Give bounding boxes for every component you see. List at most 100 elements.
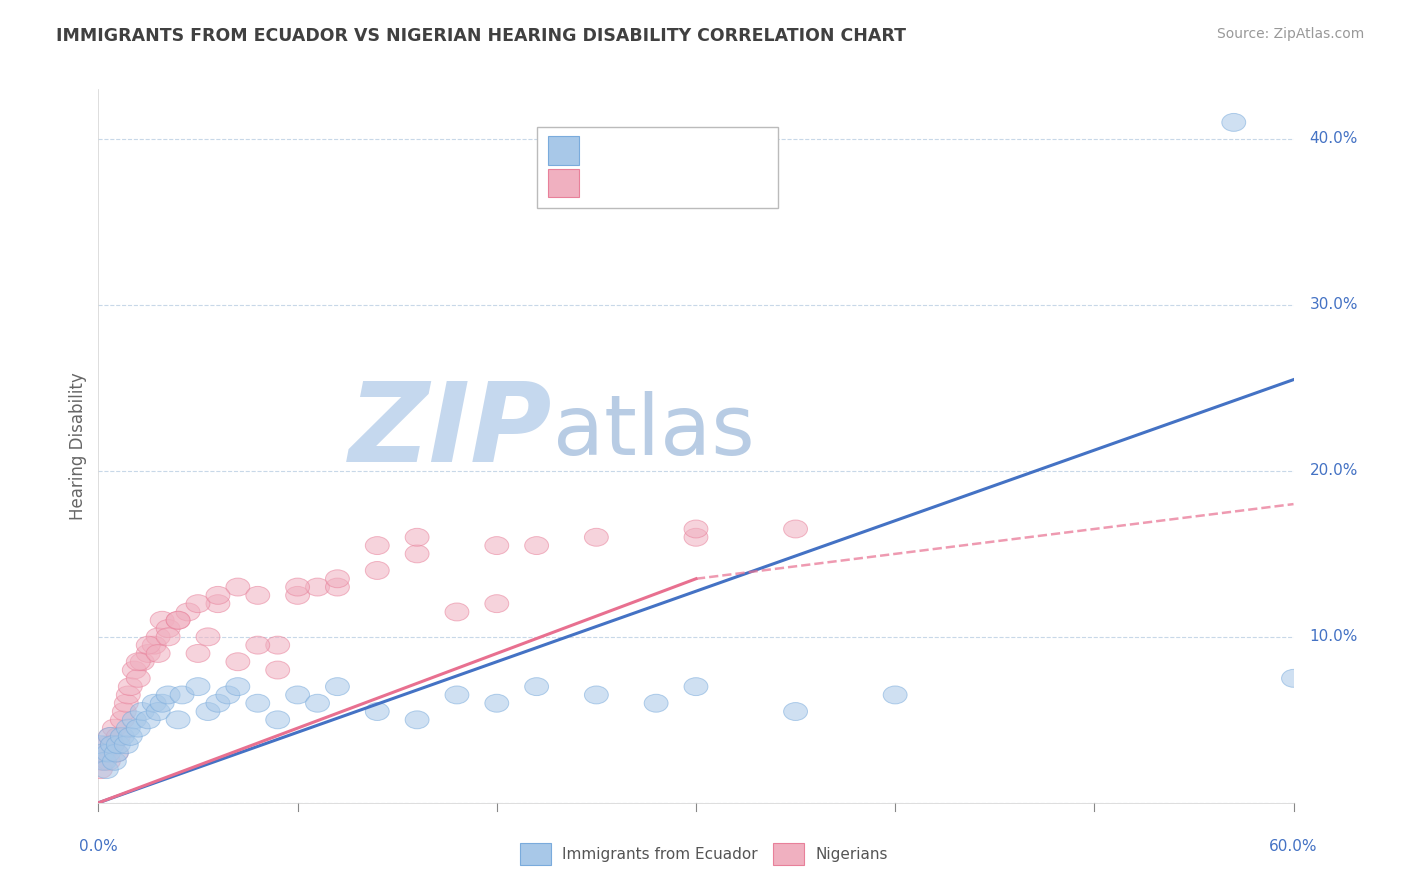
Ellipse shape: [89, 736, 112, 754]
Text: 40.0%: 40.0%: [1309, 131, 1358, 146]
Ellipse shape: [366, 537, 389, 555]
Ellipse shape: [685, 678, 709, 696]
Ellipse shape: [285, 586, 309, 604]
Text: 10.0%: 10.0%: [1309, 630, 1358, 644]
Ellipse shape: [136, 645, 160, 663]
Ellipse shape: [325, 570, 350, 588]
Text: 0.0%: 0.0%: [79, 839, 118, 855]
Ellipse shape: [107, 728, 131, 746]
Ellipse shape: [325, 578, 350, 596]
Text: 30.0%: 30.0%: [1309, 297, 1358, 312]
Ellipse shape: [305, 694, 329, 712]
Ellipse shape: [98, 728, 122, 746]
Ellipse shape: [366, 703, 389, 721]
Text: 60.0%: 60.0%: [1270, 839, 1317, 855]
Ellipse shape: [285, 578, 309, 596]
Ellipse shape: [150, 694, 174, 712]
Ellipse shape: [131, 703, 155, 721]
Ellipse shape: [176, 603, 200, 621]
Ellipse shape: [100, 736, 124, 754]
Ellipse shape: [100, 736, 124, 754]
Ellipse shape: [146, 628, 170, 646]
Ellipse shape: [405, 711, 429, 729]
Ellipse shape: [89, 761, 112, 779]
Ellipse shape: [246, 586, 270, 604]
Ellipse shape: [266, 636, 290, 654]
Ellipse shape: [117, 719, 141, 737]
Ellipse shape: [524, 537, 548, 555]
Ellipse shape: [90, 744, 114, 762]
Ellipse shape: [226, 678, 250, 696]
Text: R = 0.776: R = 0.776: [591, 136, 678, 152]
Ellipse shape: [122, 711, 146, 729]
Ellipse shape: [127, 719, 150, 737]
Ellipse shape: [122, 661, 146, 679]
Ellipse shape: [146, 703, 170, 721]
Ellipse shape: [118, 728, 142, 746]
Ellipse shape: [325, 678, 350, 696]
Ellipse shape: [444, 603, 470, 621]
Ellipse shape: [136, 636, 160, 654]
Ellipse shape: [207, 694, 231, 712]
Text: Source: ZipAtlas.com: Source: ZipAtlas.com: [1216, 27, 1364, 41]
Ellipse shape: [195, 703, 219, 721]
Ellipse shape: [118, 678, 142, 696]
Ellipse shape: [883, 686, 907, 704]
Ellipse shape: [111, 711, 135, 729]
Ellipse shape: [94, 761, 118, 779]
Ellipse shape: [186, 595, 209, 613]
Ellipse shape: [166, 611, 190, 629]
Ellipse shape: [1282, 669, 1305, 688]
Text: Immigrants from Ecuador: Immigrants from Ecuador: [562, 847, 758, 862]
Ellipse shape: [305, 578, 329, 596]
Ellipse shape: [485, 537, 509, 555]
Ellipse shape: [114, 694, 138, 712]
Text: 20.0%: 20.0%: [1309, 463, 1358, 478]
Ellipse shape: [104, 744, 128, 762]
Ellipse shape: [186, 645, 209, 663]
Ellipse shape: [103, 719, 127, 737]
Y-axis label: Hearing Disability: Hearing Disability: [69, 372, 87, 520]
Ellipse shape: [226, 653, 250, 671]
Ellipse shape: [246, 636, 270, 654]
Ellipse shape: [156, 628, 180, 646]
Ellipse shape: [136, 711, 160, 729]
Ellipse shape: [156, 686, 180, 704]
Ellipse shape: [266, 711, 290, 729]
Ellipse shape: [97, 752, 121, 771]
Ellipse shape: [150, 611, 174, 629]
Ellipse shape: [585, 686, 609, 704]
Ellipse shape: [485, 595, 509, 613]
Ellipse shape: [131, 653, 155, 671]
Ellipse shape: [114, 736, 138, 754]
Text: IMMIGRANTS FROM ECUADOR VS NIGERIAN HEARING DISABILITY CORRELATION CHART: IMMIGRANTS FROM ECUADOR VS NIGERIAN HEAR…: [56, 27, 907, 45]
Text: N = 58: N = 58: [682, 167, 742, 182]
Ellipse shape: [142, 636, 166, 654]
Ellipse shape: [186, 678, 209, 696]
Ellipse shape: [405, 545, 429, 563]
Ellipse shape: [266, 661, 290, 679]
Ellipse shape: [90, 752, 114, 771]
Text: Nigerians: Nigerians: [815, 847, 889, 862]
Ellipse shape: [783, 703, 807, 721]
Ellipse shape: [112, 703, 136, 721]
Ellipse shape: [207, 595, 231, 613]
Ellipse shape: [524, 678, 548, 696]
Text: atlas: atlas: [553, 392, 754, 472]
Ellipse shape: [246, 694, 270, 712]
Ellipse shape: [142, 694, 166, 712]
Ellipse shape: [1222, 113, 1246, 131]
Ellipse shape: [117, 686, 141, 704]
Text: ZIP: ZIP: [349, 378, 553, 485]
Ellipse shape: [366, 561, 389, 580]
Ellipse shape: [685, 520, 709, 538]
Ellipse shape: [207, 586, 231, 604]
Ellipse shape: [166, 711, 190, 729]
Ellipse shape: [127, 653, 150, 671]
Ellipse shape: [156, 620, 180, 638]
Ellipse shape: [97, 744, 121, 762]
Ellipse shape: [217, 686, 240, 704]
Ellipse shape: [93, 744, 117, 762]
Ellipse shape: [94, 736, 118, 754]
Ellipse shape: [405, 528, 429, 546]
